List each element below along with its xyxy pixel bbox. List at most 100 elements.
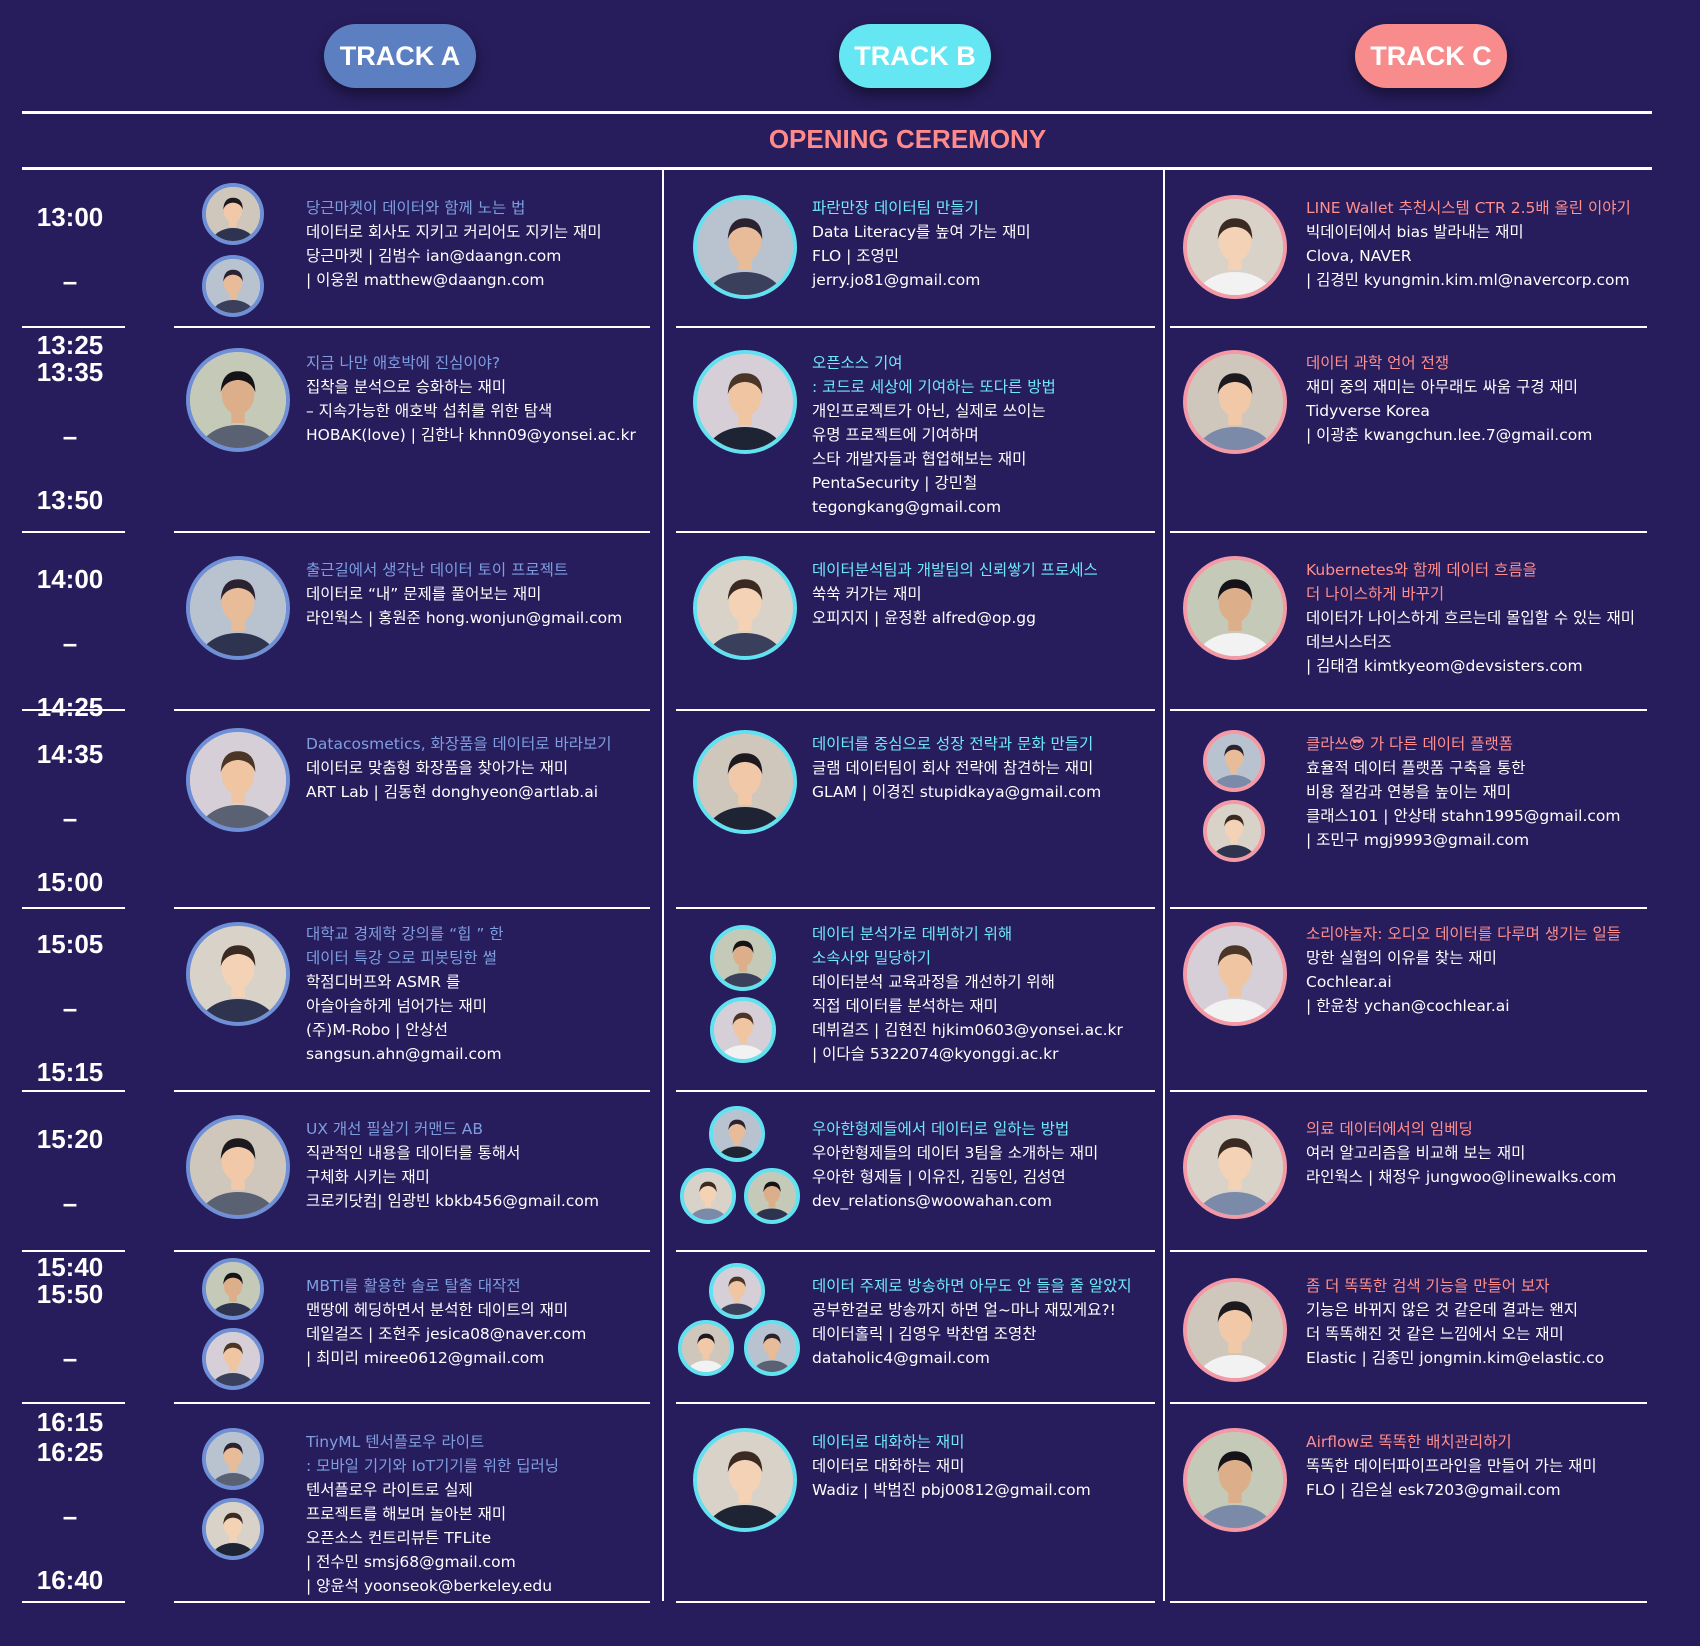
- end-time: 15:00: [36, 867, 104, 897]
- speaker-info: | 이웅원 matthew@daangn.com: [306, 271, 545, 289]
- talk-title: 대학교 경제학 강의를 “힙 ” 한: [306, 925, 504, 943]
- talk-description: 당근마켓 | 김범수 ian@daangn.com: [306, 247, 562, 265]
- person-icon: [190, 926, 286, 1022]
- person-icon: [206, 259, 260, 313]
- person-icon: [1187, 560, 1283, 656]
- talk-description: 데이터로 회사도 지키고 커리어도 지키는 재미: [306, 223, 602, 241]
- talk-title: 출근길에서 생각난 데이터 토이 프로젝트: [306, 561, 569, 579]
- column-divider: [1163, 1250, 1165, 1402]
- time-dash: –: [62, 628, 78, 658]
- row-divider: [1170, 1090, 1647, 1092]
- speaker-photo: [1183, 1428, 1287, 1532]
- time-slot: 14:00 – 14:25: [22, 547, 118, 739]
- row-divider: [676, 907, 1155, 909]
- row-divider: [174, 1250, 650, 1252]
- speaker-photo: [693, 556, 797, 660]
- person-icon: [1187, 354, 1283, 450]
- person-icon: [190, 732, 286, 828]
- start-time: 15:20: [36, 1124, 104, 1154]
- column-divider: [1163, 531, 1165, 709]
- talk-description: 데뷔걸즈 | 김현진 hjkim0603@yonsei.ac.kr: [812, 1021, 1123, 1039]
- talk-title: : 모바일 기기와 IoT기기를 위한 딥러닝: [306, 1457, 560, 1475]
- talk-description: Data Literacy를 높여 가는 재미: [812, 223, 1031, 241]
- row-divider: [1170, 709, 1647, 711]
- person-icon: [1207, 734, 1261, 788]
- column-divider: [1163, 1402, 1165, 1601]
- person-icon: [682, 1324, 730, 1372]
- start-time: 15:05: [36, 929, 104, 959]
- person-icon: [190, 1119, 286, 1215]
- speaker-photo: [693, 350, 797, 454]
- column-divider: [1163, 169, 1165, 326]
- row-divider: [174, 326, 650, 328]
- person-icon: [713, 1267, 761, 1315]
- talk-description: 비용 절감과 연봉을 높이는 재미: [1306, 783, 1512, 801]
- talk-description: 효율적 데이터 플랫폼 구축을 통한: [1306, 759, 1526, 777]
- talk-a: 대학교 경제학 강의를 “힙 ” 한 데이터 특강 으로 피봇팅한 썰 학점디버프와…: [306, 922, 504, 1066]
- person-icon: [1187, 1119, 1283, 1215]
- talk-title: 데이터 과학 언어 전쟁: [1306, 354, 1450, 372]
- row-divider: [676, 1601, 1155, 1603]
- row-divider: [22, 1601, 125, 1603]
- speaker-info: Wadiz | 박범진 pbj00812@gmail.com: [812, 1481, 1091, 1499]
- talk-title: LINE Wallet 추천시스템 CTR 2.5배 올린 이야기: [1306, 199, 1631, 217]
- talk-title: TinyML 텐서플로우 라이트: [306, 1433, 485, 1451]
- time-slot: 15:20 – 15:40: [22, 1107, 118, 1299]
- person-icon: [1187, 199, 1283, 295]
- speaker-photo: [1203, 800, 1265, 862]
- row-divider: [174, 1402, 650, 1404]
- end-time: 15:40: [36, 1252, 104, 1282]
- speaker-info: HOBAK(love) | 김한나 khnn09@yonsei.ac.kr: [306, 426, 636, 444]
- talk-b: 우아한형제들에서 데이터로 일하는 방법 우아한형제들의 데이터 3팀을 소개하는…: [812, 1117, 1098, 1213]
- talk-description: 우아한형제들의 데이터 3팀을 소개하는 재미: [812, 1144, 1099, 1162]
- row-divider: [676, 1402, 1155, 1404]
- row-divider: [1170, 531, 1647, 533]
- talk-b: 파란만장 데이터팀 만들기 Data Literacy를 높여 가는 재미 FLO …: [812, 196, 1031, 292]
- talk-description: 데이터가 나이스하게 흐르는데 몰입할 수 있는 재미: [1306, 609, 1636, 627]
- speaker-info: | 이광춘 kwangchun.lee.7@gmail.com: [1306, 426, 1593, 444]
- person-icon: [714, 929, 772, 987]
- end-time: 16:15: [36, 1407, 104, 1437]
- speaker-photo: [744, 1168, 800, 1224]
- talk-title: MBTI를 활용한 솔로 탈출 대작전: [306, 1277, 521, 1295]
- speaker-photo: [202, 1428, 264, 1490]
- talk-title: Kubernetes와 함께 데이터 흐름을: [1306, 561, 1537, 579]
- speaker-photo: [202, 1258, 264, 1320]
- time-slot: 15:05 – 15:15: [22, 912, 118, 1104]
- speaker-photo: [202, 183, 264, 245]
- end-time: 15:15: [36, 1057, 104, 1087]
- speaker-info: | 한윤창 ychan@cochlear.ai: [1306, 997, 1510, 1015]
- talk-description: 유명 프로젝트에 기여하며: [812, 426, 979, 444]
- track-a-badge: TRACK A: [324, 24, 476, 88]
- speaker-info: | 조민구 mgj9993@gmail.com: [1306, 831, 1530, 849]
- talk-title: UX 개선 필살기 커맨드 AB: [306, 1120, 483, 1138]
- talk-title: 클라쓰😎 가 다른 데이터 플랫폼: [1306, 735, 1513, 753]
- talk-description: 개인프로젝트가 아닌, 실제로 쓰이는: [812, 402, 1046, 420]
- speaker-photo: [186, 922, 290, 1026]
- talk-title: 지금 나만 애호박에 진심이야?: [306, 354, 501, 372]
- row-divider: [22, 531, 125, 533]
- talk-description: 데잍걸즈 | 조현주 jesica08@naver.com: [306, 1325, 587, 1343]
- header-divider-top: [22, 111, 1652, 114]
- speaker-info: GLAM | 이경진 stupidkaya@gmail.com: [812, 783, 1102, 801]
- row-divider: [676, 1250, 1155, 1252]
- row-divider: [676, 531, 1155, 533]
- speaker-photo: [678, 1320, 734, 1376]
- talk-description: 맨땅에 헤딩하면서 분석한 데이트의 재미: [306, 1301, 569, 1319]
- talk-title: 소리야놀자: 오디오 데이터를 다루며 생기는 일들: [1306, 925, 1622, 943]
- talk-description: 오픈소스 컨트리뷰튼 TFLite: [306, 1529, 492, 1547]
- start-time: 14:35: [36, 739, 104, 769]
- speaker-info: 라인웍스 | 채정우 jungwoo@linewalks.com: [1306, 1168, 1617, 1186]
- time-dash: –: [62, 1188, 78, 1218]
- row-divider: [676, 1090, 1155, 1092]
- speaker-info: tegongkang@gmail.com: [812, 498, 1002, 516]
- talk-title: 더 나이스하게 바꾸기: [1306, 585, 1445, 603]
- speaker-info: 크로키닷컴| 임광빈 kbkb456@gmail.com: [306, 1192, 599, 1210]
- talk-description: Clova, NAVER: [1306, 247, 1412, 265]
- talk-c: Airflow로 똑똑한 배치관리하기 똑똑한 데이터파이프라인을 만들어 가는 …: [1306, 1430, 1597, 1502]
- column-divider: [662, 1250, 664, 1402]
- row-divider: [1170, 1601, 1647, 1603]
